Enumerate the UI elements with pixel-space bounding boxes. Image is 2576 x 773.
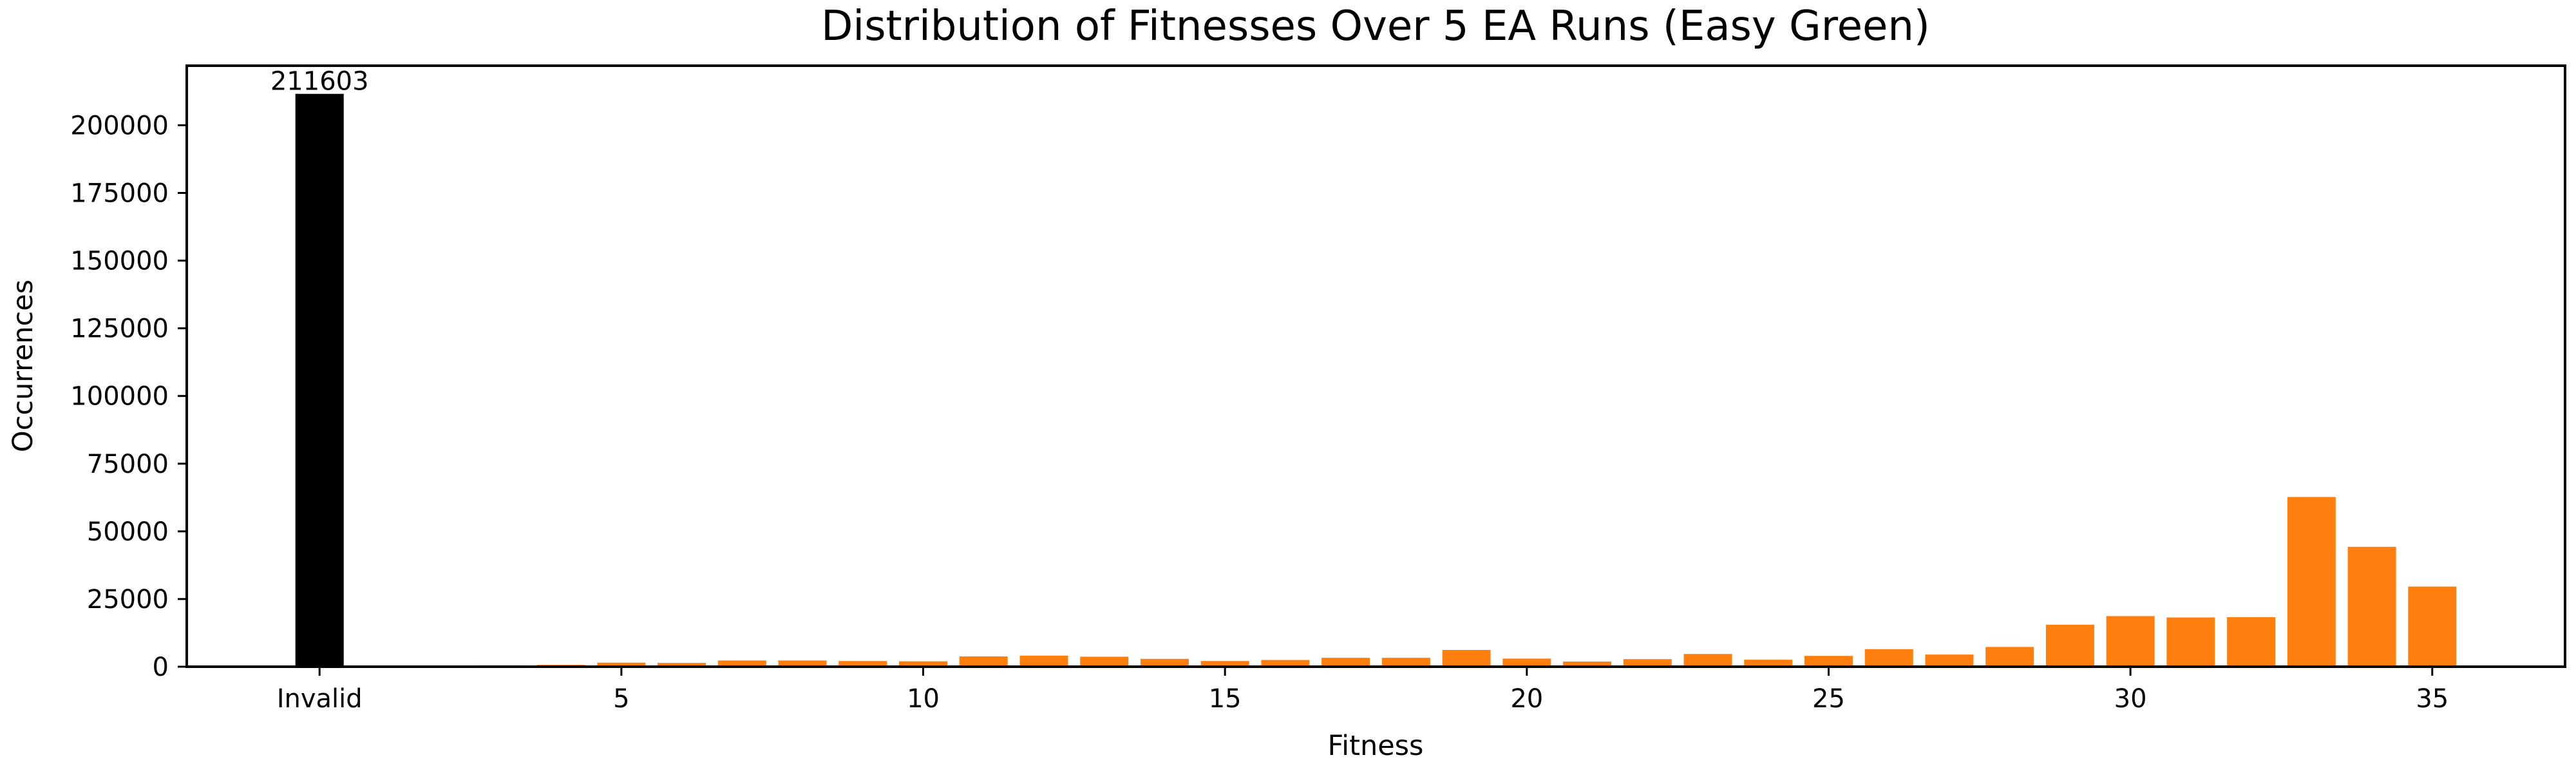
y-tick-label: 175000 (70, 179, 169, 209)
bars-group (295, 93, 2457, 667)
x-tick-label: 35 (2416, 684, 2448, 714)
bar-fitness-28 (1985, 647, 2034, 667)
y-tick-label: 150000 (70, 247, 169, 276)
y-tick-label: 100000 (70, 382, 169, 412)
bar-fitness-8 (778, 660, 827, 667)
bar-fitness-25 (1804, 656, 1853, 667)
bar-fitness-17 (1321, 658, 1370, 667)
y-axis-label: Occurrences (7, 280, 39, 452)
bar-fitness-23 (1683, 654, 1732, 667)
bar-fitness-26 (1864, 649, 1913, 667)
bar-fitness-5 (597, 662, 646, 667)
bar-fitness-34 (2347, 546, 2396, 667)
x-tick-label: 15 (1209, 684, 1242, 714)
bar-fitness-31 (2166, 617, 2215, 667)
bar-fitness-33 (2287, 497, 2336, 667)
bar-fitness-19 (1442, 649, 1491, 667)
bar-fitness-12 (1019, 655, 1068, 667)
bar-fitness-13 (1080, 656, 1129, 667)
x-tick-label: 10 (907, 684, 940, 714)
bar-fitness-14 (1140, 658, 1189, 667)
x-tick-label: 5 (613, 684, 629, 714)
data-labels-group: 211603 (270, 67, 369, 97)
bar-fitness-18 (1381, 658, 1430, 667)
bar-fitness-7 (717, 660, 766, 667)
y-tick-label: 0 (153, 653, 169, 682)
bar-fitness-32 (2227, 617, 2276, 667)
bar-fitness-15 (1200, 661, 1249, 667)
y-tick-label: 200000 (70, 111, 169, 140)
bar-fitness-35 (2408, 586, 2457, 667)
x-axis: Invalid 5 10 15 20 25 30 35 (277, 667, 2448, 714)
x-axis-label: Fitness (1328, 730, 1424, 762)
x-tick-label: 25 (1812, 684, 1845, 714)
bar-invalid (295, 93, 344, 667)
bar-fitness-11 (959, 656, 1008, 667)
y-tick-label: 50000 (87, 517, 169, 547)
y-tick-label: 125000 (70, 314, 169, 344)
x-tick-label: Invalid (277, 684, 363, 714)
bar-fitness-27 (1925, 654, 1974, 667)
bar-fitness-24 (1744, 660, 1793, 667)
bar-fitness-16 (1261, 660, 1310, 667)
y-axis: 0 25000 50000 75000 100000 125000 150000 175000… (70, 111, 187, 682)
bar-fitness-10 (899, 661, 948, 667)
bar-fitness-20 (1502, 658, 1551, 667)
x-tick-label: 30 (2114, 684, 2147, 714)
bar-fitness-30 (2106, 616, 2155, 667)
data-label-invalid: 211603 (270, 67, 369, 97)
y-tick-label: 75000 (87, 450, 169, 479)
bar-fitness-21 (1563, 662, 1612, 667)
bar-fitness-6 (658, 663, 706, 667)
plot-frame (185, 64, 2566, 668)
bar-fitness-9 (838, 661, 887, 667)
x-tick-label: 20 (1510, 684, 1543, 714)
chart-title: Distribution of Fitnesses Over 5 EA Runs… (821, 3, 1930, 50)
bar-fitness-29 (2045, 624, 2094, 667)
bar-fitness-22 (1623, 659, 1672, 667)
y-tick-label: 25000 (87, 585, 169, 615)
